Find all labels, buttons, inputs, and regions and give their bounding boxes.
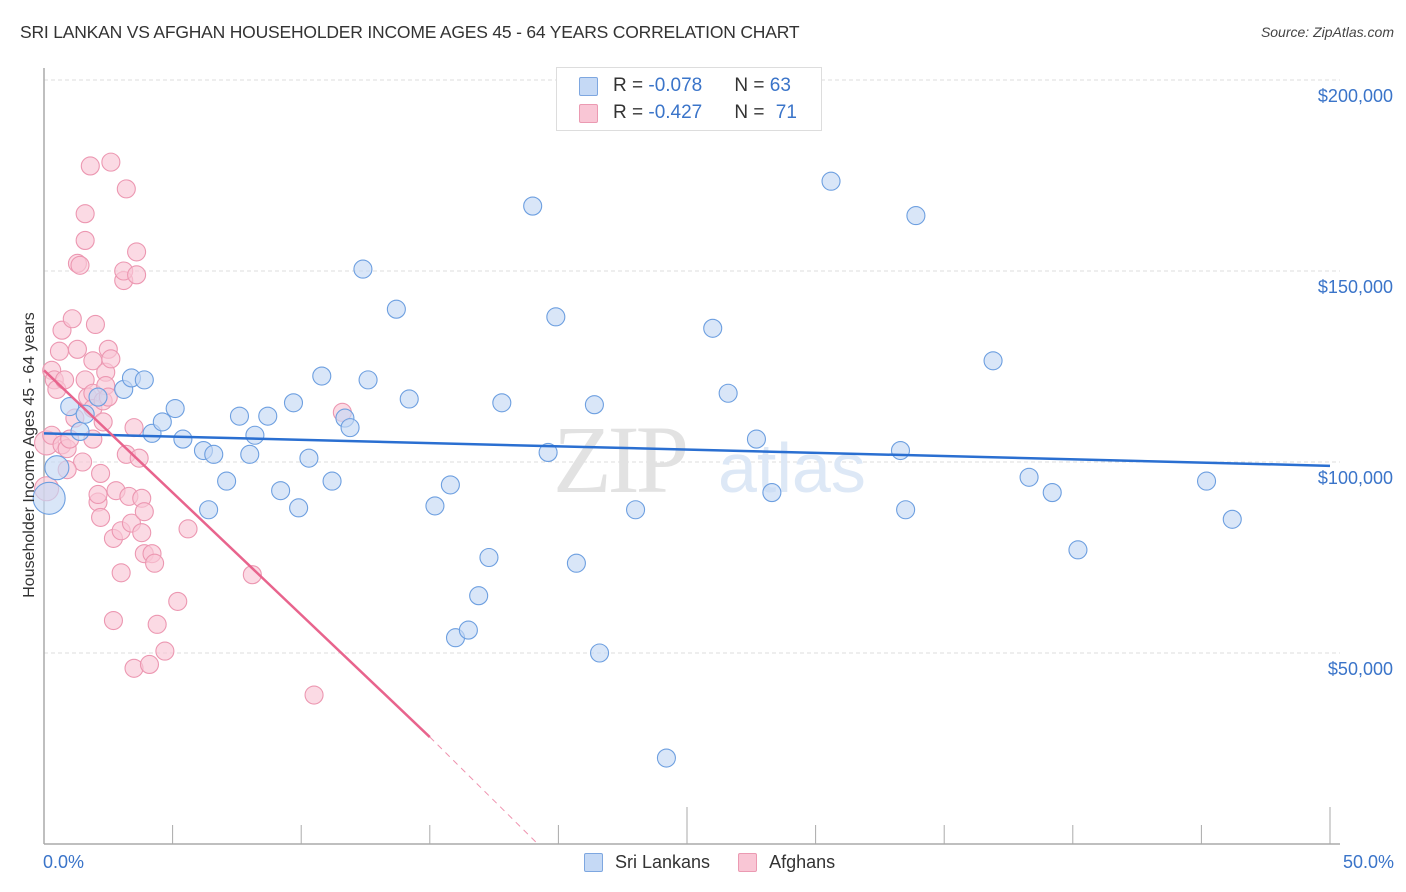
sri-lankans-points [32,171,1242,768]
x-tick-50: 50.0% [1342,852,1394,872]
r-value: -0.078 [648,75,703,96]
n-label: N = [734,75,770,96]
r-label: R = [613,102,649,123]
afghans-swatch-icon [579,103,598,123]
legend-row-sri-lankans: R = -0.078 N = 63 [579,74,791,98]
svg-text:atlas: atlas [718,429,866,507]
sri-lankans-swatch-icon [584,853,603,872]
afghans-swatch-icon [738,853,758,872]
svg-text:ZIP: ZIP [553,406,686,513]
y-tick-200k: $200,000 [1317,86,1393,106]
series-legend: Sri Lankans Afghans [584,852,863,873]
legend-label: Sri Lankans [615,852,711,872]
y-tick-50k: $50,000 [1327,659,1393,679]
legend-item-sri-lankans[interactable]: Sri Lankans [584,852,710,873]
axes [43,68,1340,845]
correlation-legend: R = -0.078 N = 63 R = -0.427 N = 71 [556,67,822,131]
x-tick-0: 0.0% [43,852,85,872]
legend-item-afghans[interactable]: Afghans [738,852,835,873]
y-tick-100k: $100,000 [1317,468,1393,488]
r-label: R = [613,75,649,96]
gridlines [44,79,1340,654]
legend-label: Afghans [769,852,836,872]
legend-row-afghans: R = -0.427 N = 71 [579,101,797,125]
n-value: 63 [769,75,791,96]
source-label: Source: ZipAtlas.com [1260,24,1394,40]
y-axis-label: Householder Income Ages 45 - 64 years [21,312,38,598]
n-value: 71 [775,102,797,123]
trendlines [43,369,1331,845]
watermark: ZIP atlas [553,406,866,513]
sri-lankans-swatch-icon [579,76,598,96]
y-tick-150k: $150,000 [1317,277,1393,297]
n-label: N = [734,102,770,123]
r-value: -0.427 [648,102,703,123]
chart-title: SRI LANKAN VS AFGHAN HOUSEHOLDER INCOME … [20,22,800,42]
